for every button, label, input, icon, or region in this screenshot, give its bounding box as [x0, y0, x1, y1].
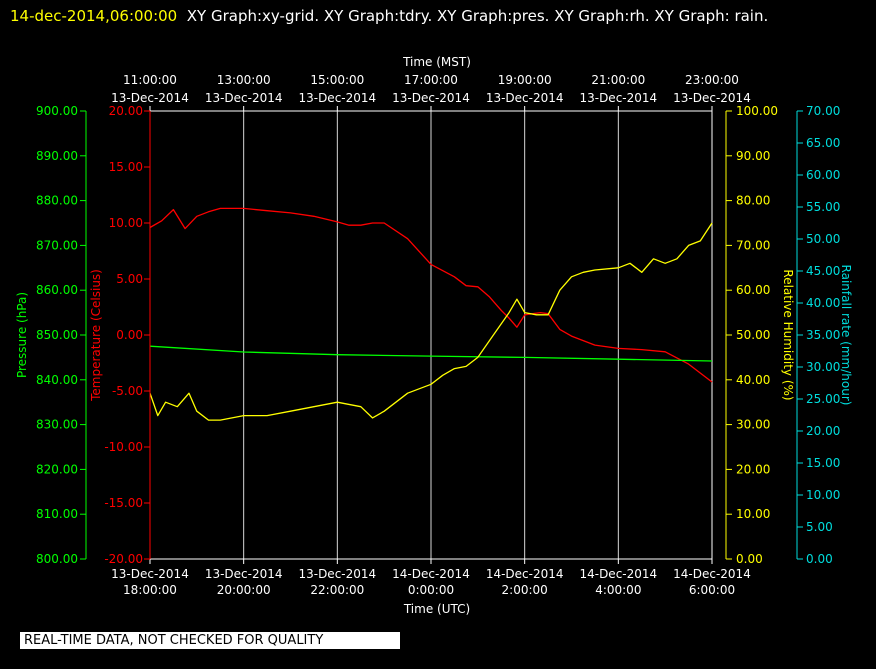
temperature-tick-label: 5.00	[116, 272, 143, 286]
grid	[243, 111, 619, 559]
humidity-tick-label: 0.00	[736, 552, 763, 566]
humidity-series-line	[149, 222, 713, 421]
rainfall-tick-label: 50.00	[806, 232, 840, 246]
rainfall-tick-label: 5.00	[806, 520, 833, 534]
top-tick-label-time: 17:00:00	[404, 73, 458, 87]
rainfall-tick-label: 40.00	[806, 296, 840, 310]
rainfall-tick-label: 60.00	[806, 168, 840, 182]
temperature-tick-label: 10.00	[109, 216, 143, 230]
series-lines	[149, 207, 713, 421]
bottom-tick-label-date: 14-Dec-2014	[392, 567, 470, 581]
humidity-tick-label: 20.00	[736, 462, 770, 476]
bottom-tick-label-date: 13-Dec-2014	[205, 567, 283, 581]
top-tick-label-time: 11:00:00	[123, 73, 177, 87]
pressure-tick-label: 900.00	[36, 104, 78, 118]
rainfall-tick-label: 30.00	[806, 360, 840, 374]
bottom-tick-label-time: 0:00:00	[408, 583, 454, 597]
top-tick-label-date: 13-Dec-2014	[205, 91, 283, 105]
pressure-axis-title: Pressure (hPa)	[15, 292, 29, 378]
pressure-tick-label: 800.00	[36, 552, 78, 566]
header-title: XY Graph:xy-grid. XY Graph:tdry. XY Grap…	[186, 7, 769, 25]
temperature-tick-label: 20.00	[109, 104, 143, 118]
humidity-tick-label: 90.00	[736, 149, 770, 163]
bottom-axis-title: Time (UTC)	[403, 602, 470, 616]
top-tick-label-date: 13-Dec-2014	[392, 91, 470, 105]
rainfall-tick-label: 55.00	[806, 200, 840, 214]
temperature-series-line	[149, 207, 713, 383]
chart-header: 14-dec-2014,06:00:00 XY Graph:xy-grid. X…	[10, 3, 860, 29]
header-timestamp: 14-dec-2014,06:00:00	[10, 7, 178, 25]
rainfall-tick-label: 15.00	[806, 456, 840, 470]
temperature-axis-title: Temperature (Celsius)	[89, 269, 103, 402]
rainfall-tick-label: 0.00	[806, 552, 833, 566]
top-tick-label-date: 13-Dec-2014	[486, 91, 564, 105]
bottom-tick-label-date: 14-Dec-2014	[486, 567, 564, 581]
temperature-tick-label: -5.00	[112, 384, 143, 398]
pressure-tick-label: 870.00	[36, 238, 78, 252]
temperature-tick-label: -15.00	[104, 496, 143, 510]
bottom-tick-label-time: 20:00:00	[217, 583, 271, 597]
quality-disclaimer: REAL-TIME DATA, NOT CHECKED FOR QUALITY	[20, 632, 400, 649]
humidity-axis-title: Relative Humidity (%)	[781, 269, 795, 400]
bottom-tick-label-time: 2:00:00	[502, 583, 548, 597]
top-tick-label-time: 15:00:00	[310, 73, 364, 87]
rainfall-axis-title: Rainfall rate (mm/hour)	[839, 265, 853, 406]
rainfall-tick-label: 25.00	[806, 392, 840, 406]
bottom-tick-label-date: 13-Dec-2014	[111, 567, 189, 581]
pressure-tick-label: 890.00	[36, 149, 78, 163]
rainfall-tick-label: 35.00	[806, 328, 840, 342]
rainfall-tick-label: 65.00	[806, 136, 840, 150]
top-tick-label-date: 13-Dec-2014	[298, 91, 376, 105]
humidity-tick-label: 60.00	[736, 283, 770, 297]
rainfall-tick-label: 70.00	[806, 104, 840, 118]
humidity-tick-label: 10.00	[736, 507, 770, 521]
temperature-tick-label: -10.00	[104, 440, 143, 454]
top-tick-label-date: 13-Dec-2014	[111, 91, 189, 105]
top-tick-label-time: 13:00:00	[217, 73, 271, 87]
pressure-tick-label: 880.00	[36, 194, 78, 208]
temperature-tick-label: -20.00	[104, 552, 143, 566]
bottom-tick-label-date: 13-Dec-2014	[298, 567, 376, 581]
pressure-tick-label: 860.00	[36, 283, 78, 297]
rainfall-tick-label: 10.00	[806, 488, 840, 502]
axes: 13-Dec-2014 18:00:00 13-Dec-2014 20:00:00 13…	[15, 55, 853, 616]
bottom-tick-label-date: 14-Dec-2014	[579, 567, 657, 581]
bottom-tick-label-time: 18:00:00	[123, 583, 177, 597]
bottom-tick-label-time: 4:00:00	[595, 583, 641, 597]
pressure-tick-label: 810.00	[36, 507, 78, 521]
top-tick-label-date: 13-Dec-2014	[673, 91, 751, 105]
humidity-tick-label: 70.00	[736, 238, 770, 252]
pressure-series-line	[149, 345, 713, 362]
rainfall-tick-label: 45.00	[806, 264, 840, 278]
top-tick-label-date: 13-Dec-2014	[579, 91, 657, 105]
pressure-tick-label: 820.00	[36, 462, 78, 476]
humidity-tick-label: 40.00	[736, 373, 770, 387]
top-axis-title: Time (MST)	[402, 55, 471, 69]
pressure-tick-label: 830.00	[36, 418, 78, 432]
top-tick-label-time: 23:00:00	[685, 73, 739, 87]
bottom-tick-label-time: 22:00:00	[310, 583, 364, 597]
top-tick-label-time: 19:00:00	[498, 73, 552, 87]
bottom-tick-label-time: 6:00:00	[689, 583, 735, 597]
humidity-tick-label: 50.00	[736, 328, 770, 342]
bottom-tick-label-date: 14-Dec-2014	[673, 567, 751, 581]
rainfall-tick-label: 20.00	[806, 424, 840, 438]
pressure-tick-label: 850.00	[36, 328, 78, 342]
temperature-tick-label: 15.00	[109, 160, 143, 174]
humidity-tick-label: 100.00	[736, 104, 778, 118]
pressure-tick-label: 840.00	[36, 373, 78, 387]
humidity-tick-label: 30.00	[736, 418, 770, 432]
top-tick-label-time: 21:00:00	[591, 73, 645, 87]
humidity-tick-label: 80.00	[736, 194, 770, 208]
temperature-tick-label: 0.00	[116, 328, 143, 342]
